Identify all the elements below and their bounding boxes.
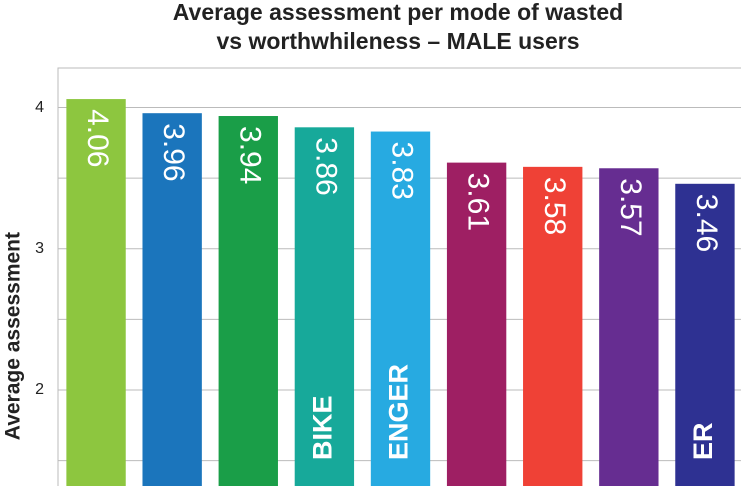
y-tick-label: 2 bbox=[35, 381, 44, 398]
bar bbox=[66, 99, 126, 486]
chart-title: vs worthwhileness – MALE users bbox=[216, 28, 579, 54]
bar bbox=[675, 183, 735, 486]
value-label: 4.06 bbox=[81, 109, 114, 167]
category-label: ENGER bbox=[384, 364, 414, 460]
plot-frame bbox=[57, 67, 741, 486]
bar bbox=[523, 166, 583, 486]
value-label: 3.94 bbox=[233, 126, 266, 184]
value-label: 3.96 bbox=[157, 123, 190, 181]
value-label: 3.46 bbox=[690, 194, 723, 252]
bar bbox=[142, 113, 202, 486]
bar bbox=[370, 131, 431, 486]
y-axis-label: Average assessment bbox=[2, 232, 25, 440]
value-label: 3.57 bbox=[614, 178, 647, 236]
chart-title: Average assessment per mode of wasted bbox=[173, 0, 623, 25]
bar bbox=[218, 116, 278, 486]
y-tick-label: 4 bbox=[35, 99, 44, 116]
value-label: 3.86 bbox=[309, 137, 342, 195]
bar bbox=[294, 127, 355, 486]
category-label: BIKE bbox=[308, 395, 338, 460]
value-label: 3.83 bbox=[386, 142, 419, 200]
value-label: 3.61 bbox=[462, 173, 495, 231]
bar bbox=[446, 162, 507, 486]
value-label: 3.58 bbox=[538, 177, 571, 235]
y-tick-label: 3 bbox=[35, 240, 44, 257]
bar bbox=[599, 168, 659, 486]
category-label: ER bbox=[688, 422, 718, 460]
